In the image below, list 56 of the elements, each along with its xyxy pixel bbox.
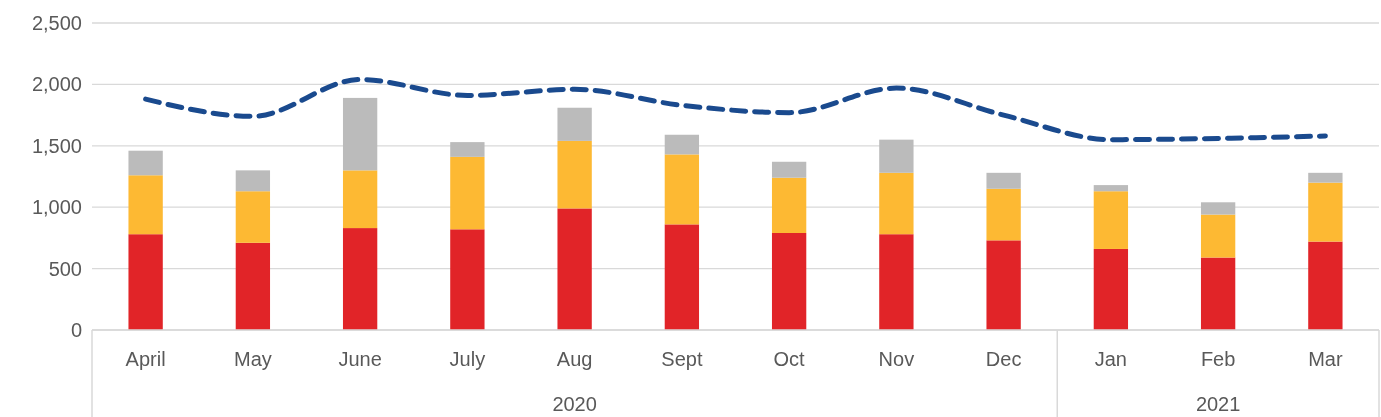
x-tick-label: Nov	[878, 348, 915, 370]
x-tick-label: April	[125, 348, 166, 370]
bar	[450, 142, 485, 157]
bar	[986, 188, 1021, 241]
bar	[235, 170, 271, 192]
bar	[342, 228, 378, 330]
bar	[1308, 182, 1343, 242]
x-tick-label: Aug	[556, 348, 593, 370]
bar	[771, 177, 807, 233]
x-tick-label: Mar	[1308, 348, 1343, 370]
y-tick-label: 2,000	[31, 73, 82, 96]
bar	[1093, 191, 1129, 249]
x-tick-label: Dec	[985, 348, 1022, 370]
bar	[450, 156, 485, 230]
bar	[1093, 248, 1129, 330]
x-tick-label: Jan	[1094, 348, 1127, 370]
x-tick-label: May	[233, 348, 272, 370]
bar	[879, 234, 914, 330]
x-tick-label: Oct	[773, 348, 806, 370]
bar	[128, 175, 163, 235]
y-tick-label: 0	[70, 318, 82, 341]
y-tick-label: 1,500	[31, 134, 82, 157]
y-tick-label: 1,000	[31, 196, 82, 219]
y-tick-label: 500	[48, 257, 82, 280]
bar	[986, 172, 1021, 189]
bar	[557, 107, 592, 141]
bar	[1200, 214, 1236, 258]
x-tick-label: Feb	[1200, 348, 1236, 370]
bar	[771, 232, 807, 330]
bar	[1200, 257, 1236, 330]
bar	[664, 154, 700, 225]
bar	[342, 170, 378, 229]
text: 2020	[552, 393, 597, 415]
bar	[1308, 172, 1343, 183]
x-tick-label: July	[449, 348, 486, 370]
x-tick-label: Sept	[661, 348, 703, 370]
bar	[879, 172, 914, 235]
bar	[128, 234, 163, 330]
x-tick-label: June	[338, 348, 382, 370]
bar	[879, 139, 914, 173]
bar	[1093, 185, 1129, 192]
bar	[557, 208, 592, 330]
bar	[1308, 241, 1343, 330]
text: 2021	[1195, 393, 1241, 415]
y-tick-label: 2,500	[31, 11, 82, 34]
bar	[128, 150, 163, 176]
bar	[771, 161, 807, 178]
bar	[342, 97, 378, 171]
bar	[1200, 202, 1236, 215]
bar	[235, 191, 271, 243]
bar	[664, 224, 700, 330]
bar	[664, 134, 700, 155]
bar	[450, 229, 485, 330]
bar	[986, 240, 1021, 330]
bar	[235, 242, 271, 330]
bar	[557, 140, 592, 209]
